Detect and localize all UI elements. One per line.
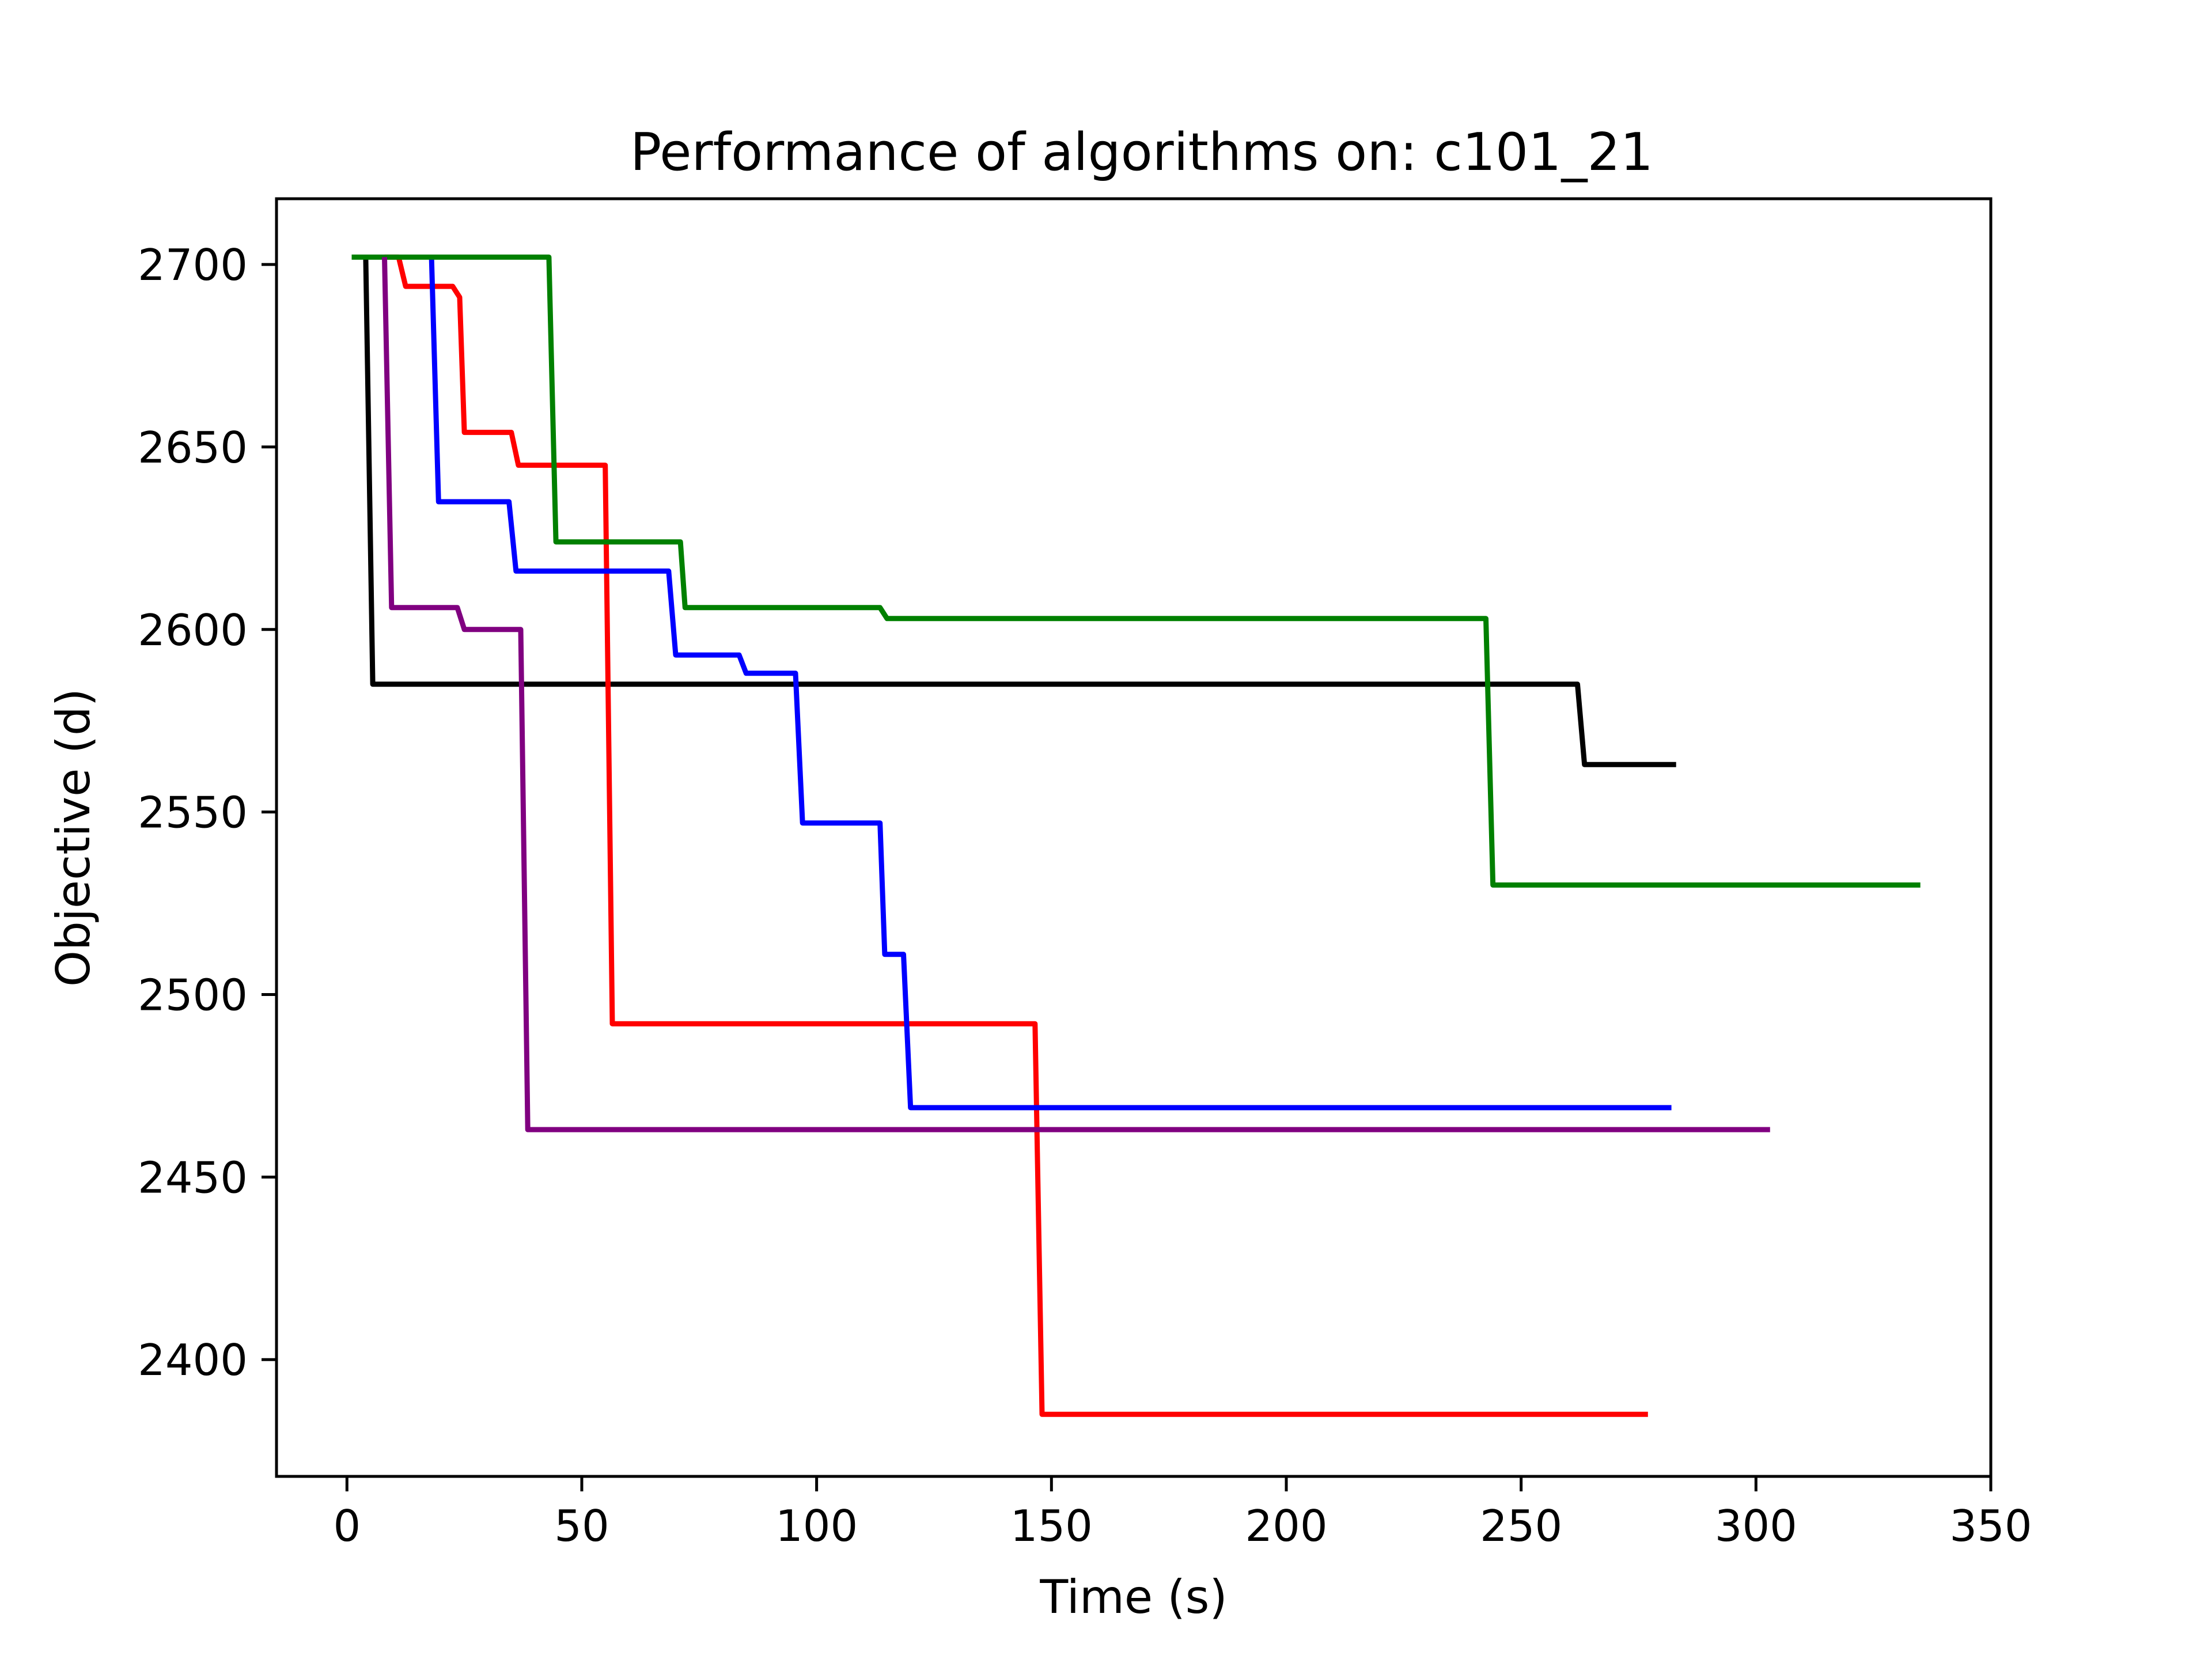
y-tick-label: 2700 [138, 240, 248, 290]
plot-area-frame [275, 197, 1993, 1478]
chart-title: Performance of algorithms on: c101_21 [630, 122, 1653, 183]
series-line-2 [384, 254, 1648, 1417]
x-tick-label: 0 [333, 1501, 361, 1551]
x-axis-ticks: 0 50 100 150 200 250 300 350 [333, 1476, 2032, 1551]
series-line-3 [429, 257, 1672, 1111]
y-tick-label: 2450 [138, 1152, 248, 1203]
series-layer [351, 254, 1921, 1417]
y-tick-label: 2500 [138, 969, 248, 1020]
y-axis-label: Objective (d) [47, 688, 100, 987]
x-tick-label: 250 [1480, 1501, 1562, 1551]
y-tick-label: 2600 [138, 605, 248, 656]
y-axis-ticks: 2400 2450 2500 2550 2600 2650 2700 [138, 240, 276, 1385]
x-tick-label: 150 [1010, 1501, 1093, 1551]
x-tick-label: 200 [1245, 1501, 1327, 1551]
series-line-4 [351, 254, 1921, 888]
y-tick-label: 2550 [138, 787, 248, 838]
x-tick-label: 350 [1949, 1501, 2032, 1551]
y-tick-label: 2650 [138, 422, 248, 473]
x-axis-label: Time (s) [1039, 1570, 1227, 1624]
series-line-1 [363, 257, 1676, 767]
x-tick-label: 50 [554, 1501, 609, 1551]
x-tick-label: 100 [775, 1501, 858, 1551]
x-tick-label: 300 [1715, 1501, 1797, 1551]
y-tick-label: 2400 [138, 1335, 248, 1385]
series-line-5 [382, 257, 1770, 1132]
